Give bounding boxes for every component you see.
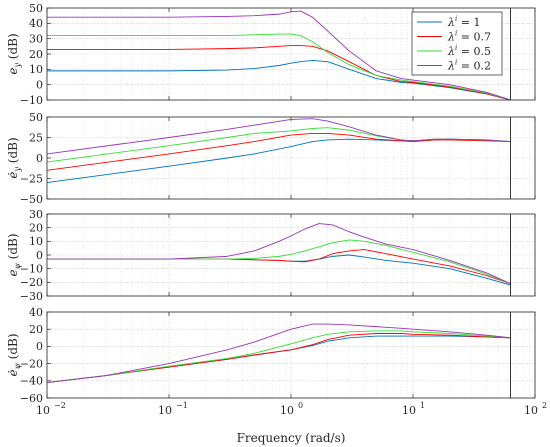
legend-superscript: i: [455, 15, 457, 23]
y-tick-label: −10: [20, 262, 43, 275]
x-tick-exponent: 2: [542, 401, 547, 410]
y-tick-label: 0: [36, 152, 43, 165]
axes-box: [46, 311, 536, 399]
y-axis-label-unit: (dB): [6, 137, 20, 167]
y-tick-label: −20: [20, 357, 43, 370]
x-tick-exponent: −2: [54, 401, 66, 410]
y-axis-label-subscript: ψ: [13, 362, 22, 369]
y-axis-label-subscript: ψ: [13, 262, 22, 269]
legend-symbol: λ: [447, 45, 455, 58]
series-line-1: [47, 59, 511, 101]
series-line-2: [46, 333, 511, 383]
y-tick-label: 25: [29, 131, 43, 144]
legend-entry-2: λi = 0.7: [447, 30, 491, 44]
series-line-3: [46, 330, 511, 383]
series-line-2: [47, 249, 511, 285]
legend-value: = 0.5: [457, 45, 491, 58]
y-axis-label-symbol: e: [6, 68, 20, 75]
series-line-1: [46, 335, 511, 383]
y-tick-label: 10: [29, 235, 43, 248]
x-tick-exponent: 0: [298, 401, 303, 410]
legend-superscript: i: [455, 59, 457, 67]
y-tick-label: −50: [20, 193, 43, 206]
legend-symbol: λ: [447, 16, 455, 29]
legend-value: = 0.2: [457, 60, 491, 73]
legend-symbol: λ: [447, 31, 455, 44]
y-tick-label: −30: [20, 290, 43, 303]
y-axis-label: ėψ (dB): [6, 333, 22, 376]
y-axis-label-symbol: ė: [6, 172, 20, 179]
axes-box: [46, 7, 536, 101]
axes-box: [46, 116, 536, 200]
y-tick-label: 30: [29, 32, 43, 45]
y-tick-label: 20: [29, 221, 43, 234]
panel-4: −60 −40 −20 0 20 40 ėψ (dB): [6, 306, 536, 405]
y-tick-label: 30: [29, 208, 43, 221]
panel-2: −50 −25 0 25 50 ėy (dB): [6, 111, 536, 206]
axes-box: [46, 213, 536, 297]
x-tick-label: 10: [402, 404, 416, 417]
series-line-4: [47, 10, 511, 101]
legend-superscript: i: [455, 30, 457, 38]
y-axis-label-unit: (dB): [6, 333, 20, 363]
series-line-3: [47, 239, 511, 285]
y-axis-label-unit: (dB): [6, 33, 20, 63]
y-axis-label-subscript: y: [13, 63, 22, 69]
series-line-2: [46, 132, 511, 171]
legend-entry-1: λi = 1: [447, 15, 480, 29]
y-tick-label: 40: [29, 17, 43, 30]
x-tick-label: 10: [524, 404, 538, 417]
x-tick-label: 10: [36, 404, 50, 417]
y-axis-label-symbol: ė: [6, 369, 20, 376]
x-tick-exponent: −1: [176, 401, 188, 410]
legend-superscript: i: [455, 44, 457, 52]
legend: λi = 1λi = 0.7λi = 0.5λi = 0.2: [411, 11, 503, 76]
x-tick-exponent: 1: [420, 401, 425, 410]
x-tick-label: 10: [280, 404, 294, 417]
series-line-3: [47, 33, 511, 101]
y-tick-label: 0: [36, 340, 43, 353]
y-tick-label: −60: [20, 392, 43, 405]
series-line-4: [46, 323, 511, 383]
legend-value: = 1: [457, 16, 480, 29]
y-tick-label: 40: [29, 306, 43, 319]
y-tick-label: −25: [20, 172, 43, 185]
legend-entry-3: λi = 0.5: [447, 44, 491, 58]
y-tick-label: 0: [36, 78, 43, 91]
legend-entry-4: λi = 0.2: [447, 59, 491, 73]
y-tick-label: 10: [29, 63, 43, 76]
y-tick-label: −40: [20, 375, 43, 388]
y-axis-label: eψ (dB): [6, 233, 22, 276]
panel-1: −10 0 10 20 30 40 50 ey (dB): [6, 2, 536, 107]
legend-symbol: λ: [447, 60, 455, 73]
series-line-2: [47, 45, 511, 101]
y-tick-label: 20: [29, 48, 43, 61]
y-axis-label-unit: (dB): [6, 233, 20, 263]
y-axis-label: ėy (dB): [6, 137, 22, 178]
y-tick-label: −20: [20, 276, 43, 289]
y-axis-label-symbol: e: [6, 269, 20, 276]
x-tick-label: 10: [158, 404, 172, 417]
legend-value: = 0.7: [457, 31, 491, 44]
y-tick-label: 20: [29, 323, 43, 336]
series-line-4: [47, 223, 511, 285]
y-axis-label: ey (dB): [6, 33, 22, 74]
y-tick-label: 0: [36, 249, 43, 262]
y-axis-label-subscript: y: [13, 167, 22, 173]
x-axis-label: Frequency (rad/s): [237, 431, 346, 445]
series-line-4: [46, 118, 511, 155]
y-tick-label: 50: [29, 2, 43, 15]
y-tick-label: −10: [20, 94, 43, 107]
y-tick-label: 50: [29, 111, 43, 124]
